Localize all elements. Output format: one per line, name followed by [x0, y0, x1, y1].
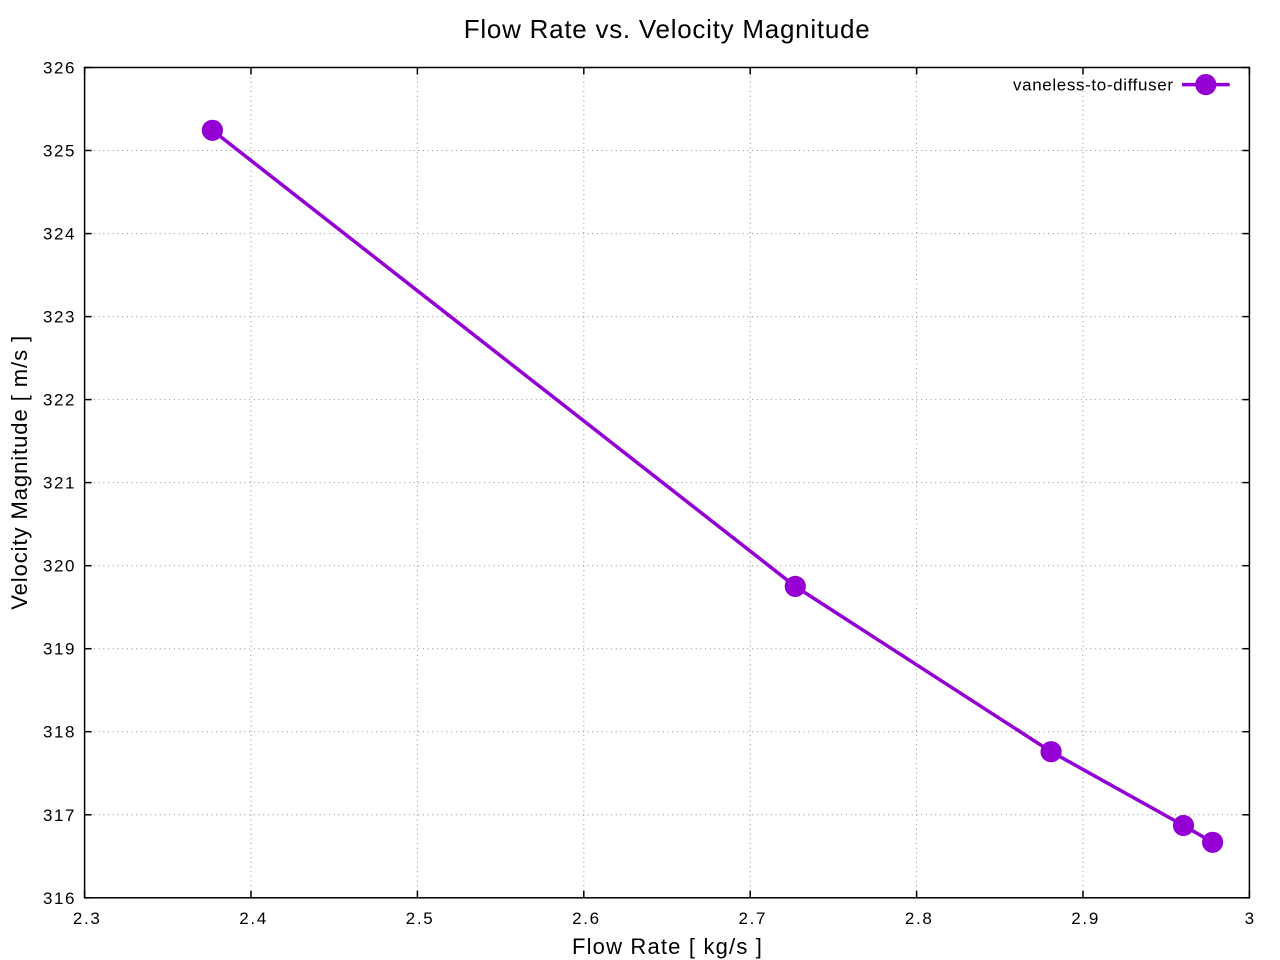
svg-text:2.7: 2.7 — [739, 909, 766, 928]
svg-text:Flow Rate [ kg/s ]: Flow Rate [ kg/s ] — [572, 934, 762, 959]
svg-text:322: 322 — [43, 391, 75, 410]
svg-text:324: 324 — [43, 225, 75, 244]
svg-text:326: 326 — [43, 59, 75, 78]
svg-text:323: 323 — [43, 308, 75, 327]
svg-text:2.6: 2.6 — [572, 909, 599, 928]
svg-text:vaneless-to-diffuser: vaneless-to-diffuser — [1013, 75, 1173, 94]
svg-text:2.3: 2.3 — [73, 909, 100, 928]
svg-text:2.9: 2.9 — [1071, 909, 1098, 928]
svg-text:318: 318 — [43, 723, 75, 742]
svg-text:Velocity Magnitude [ m/s ]: Velocity Magnitude [ m/s ] — [7, 336, 32, 610]
svg-text:3: 3 — [1245, 909, 1254, 928]
svg-text:317: 317 — [43, 806, 75, 825]
svg-text:Flow Rate vs. Velocity Magnitu: Flow Rate vs. Velocity Magnitude — [464, 14, 870, 44]
svg-text:319: 319 — [43, 640, 75, 659]
svg-text:325: 325 — [43, 142, 75, 161]
svg-text:321: 321 — [43, 474, 75, 493]
svg-text:320: 320 — [43, 557, 75, 576]
svg-text:316: 316 — [43, 889, 75, 908]
svg-text:2.8: 2.8 — [905, 909, 932, 928]
svg-text:2.5: 2.5 — [406, 909, 433, 928]
svg-text:2.4: 2.4 — [239, 909, 266, 928]
